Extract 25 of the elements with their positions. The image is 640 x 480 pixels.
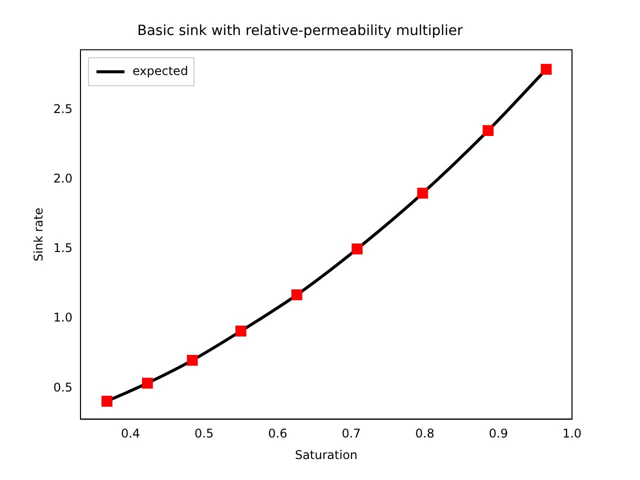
x-tick-label: 0.4 [120,426,140,441]
y-axis-title: Sink rate [31,208,46,262]
x-tick-label: 0.8 [415,426,434,441]
y-tick-label: 1.5 [53,241,72,256]
point [102,396,112,407]
x-tick-label: 1.0 [562,426,582,441]
point [540,64,552,75]
y-tick-label: 2.5 [53,102,72,116]
x-tick-label: 0.9 [488,426,508,441]
y-tick-label: 1.0 [53,310,72,325]
y-tick-label: 0.5 [53,380,72,394]
x-tick-label: 0.5 [194,426,214,441]
x-tick-label: 0.7 [342,426,361,441]
point [142,378,153,389]
point [291,289,302,300]
point [186,354,198,366]
legend-label: expected [132,64,188,78]
point [352,243,363,254]
point [417,188,428,199]
x-tick-label: 0.6 [268,426,288,441]
point [482,125,494,136]
point [235,326,246,337]
chart-title: Basic sink with relative-permeability multiplier [137,23,464,40]
x-axis-title: Saturation [294,448,358,462]
y-tick-label: 2.0 [53,171,72,186]
